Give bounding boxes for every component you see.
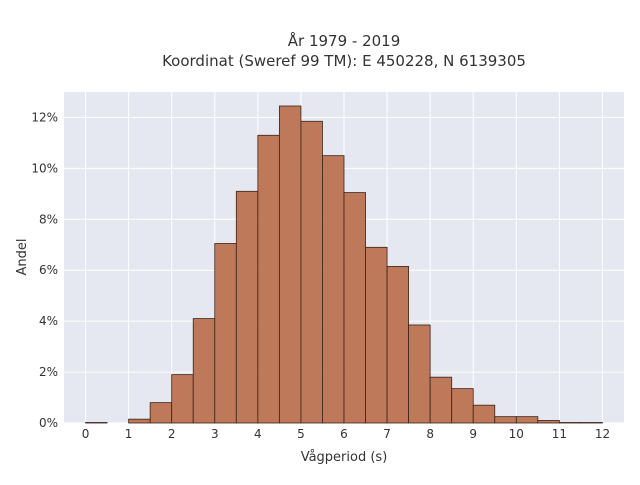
x-tick-label: 5	[297, 427, 305, 441]
histogram-bar	[171, 374, 194, 424]
y-axis-ticks: 0% 2% 4% 6% 8% 10% 12%	[31, 110, 58, 430]
y-tick-label: 2%	[39, 365, 58, 379]
histogram-bar	[472, 404, 496, 424]
chart-title-line-1: År 1979 - 2019	[288, 31, 401, 50]
histogram-bar	[278, 105, 302, 424]
x-axis-ticks: 0 1 2 3 4 5 6 7 8 9 10 11 12	[82, 427, 610, 441]
histogram-bar	[515, 416, 539, 424]
histogram-bar	[451, 388, 474, 424]
x-tick-label: 0	[82, 427, 90, 441]
histogram-bar	[580, 422, 603, 424]
y-tick-label: 10%	[31, 161, 58, 175]
x-tick-label: 11	[552, 427, 567, 441]
y-tick-label: 6%	[39, 263, 58, 277]
x-tick-label: 3	[211, 427, 219, 441]
x-tick-label: 7	[383, 427, 391, 441]
y-tick-label: 8%	[39, 212, 58, 226]
histogram-bar	[128, 418, 151, 424]
histogram-bar	[537, 420, 560, 424]
y-tick-label: 0%	[39, 416, 58, 430]
histogram-bar	[494, 416, 517, 424]
histogram-bar	[386, 266, 410, 424]
x-tick-label: 12	[595, 427, 610, 441]
histogram-bar	[257, 134, 280, 424]
histogram-bar	[322, 155, 345, 424]
histogram-bar	[408, 324, 431, 424]
chart-title-line-2: Koordinat (Sweref 99 TM): E 450228, N 61…	[162, 52, 526, 70]
x-tick-label: 8	[426, 427, 434, 441]
histogram-bar	[343, 192, 366, 424]
y-tick-label: 4%	[39, 314, 58, 328]
x-tick-label: 4	[254, 427, 262, 441]
histogram-bar	[214, 243, 237, 424]
histogram-bar	[558, 422, 582, 424]
x-tick-label: 10	[509, 427, 524, 441]
histogram-bar	[85, 422, 108, 424]
histogram-bar	[192, 318, 216, 424]
y-axis-label: Andel	[15, 239, 30, 276]
x-axis-label: Vågperiod (s)	[301, 450, 388, 465]
histogram-bar	[149, 402, 173, 424]
histogram-bars	[85, 105, 603, 424]
y-tick-label: 12%	[31, 110, 58, 124]
histogram-bar	[429, 376, 453, 424]
x-tick-label: 2	[168, 427, 176, 441]
x-tick-label: 6	[340, 427, 348, 441]
histogram-bar	[365, 246, 388, 424]
x-tick-label: 9	[469, 427, 477, 441]
histogram-bar	[235, 190, 259, 424]
x-tick-label: 1	[125, 427, 133, 441]
histogram-bar	[300, 120, 323, 424]
